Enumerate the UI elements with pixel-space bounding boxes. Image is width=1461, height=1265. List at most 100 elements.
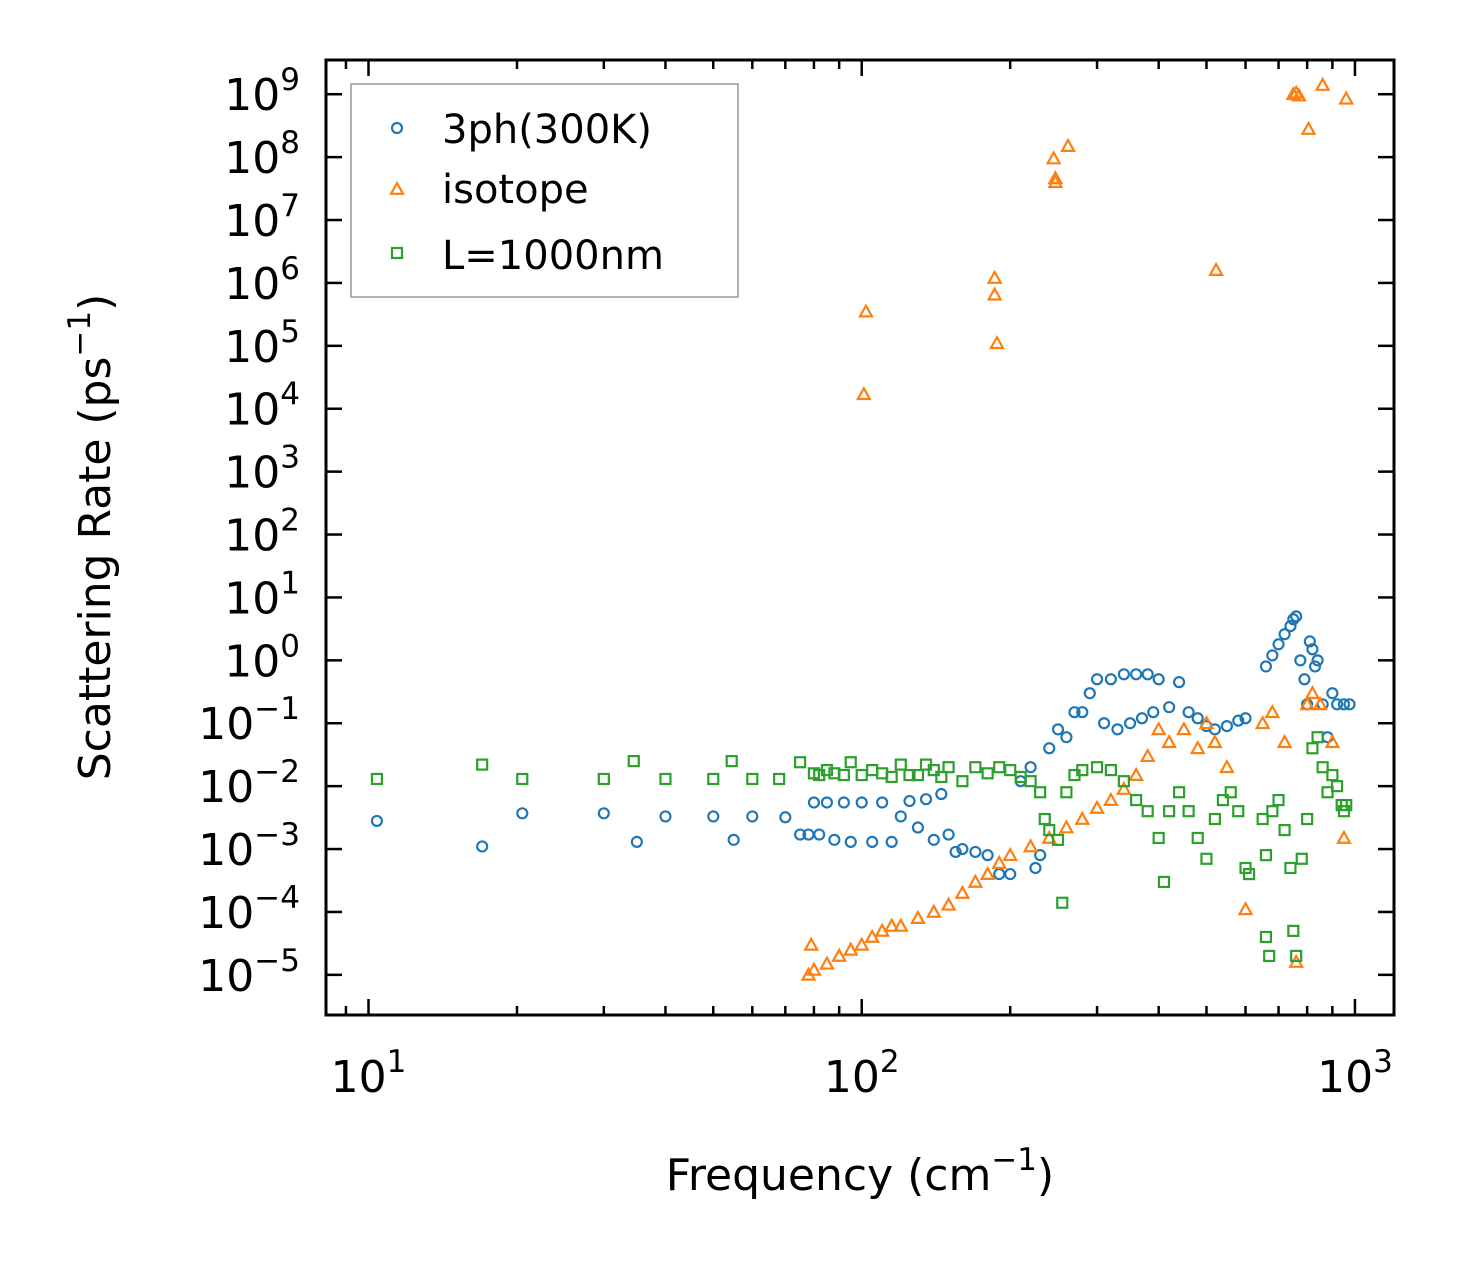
series-1-point-46 [1090, 673, 1104, 686]
series-2-point-50 [989, 334, 1005, 350]
series-1-point-45 [1083, 687, 1096, 700]
series-2-point-59 [1300, 120, 1317, 135]
series-1-point-43 [1068, 706, 1081, 719]
series-1-point-85 [1343, 698, 1356, 711]
series-2-point-14 [940, 896, 957, 911]
series-2-point-17 [979, 865, 996, 880]
series-1-point-8 [727, 833, 740, 846]
series-1-point-58 [1172, 676, 1186, 689]
series-2-point-51 [1045, 150, 1062, 165]
series-2-point-60 [1314, 76, 1331, 91]
series-1-point-5 [630, 835, 643, 848]
series-2-point-3 [806, 961, 822, 976]
series-1-point-24 [903, 794, 916, 808]
series-2-point-12 [910, 909, 926, 924]
series-1-point-9 [746, 810, 759, 823]
series-3-point-36 [1034, 786, 1047, 799]
series-1-point-57 [1163, 701, 1176, 714]
series-3-point-51 [1163, 805, 1176, 818]
series-3-point-8 [725, 755, 738, 768]
series-1-point-83 [1330, 698, 1344, 711]
series-3-point-41 [1060, 786, 1073, 799]
legend-label-l1000nm: L=1000nm [442, 233, 664, 279]
series-1-point-49 [1111, 723, 1124, 736]
series-1-point-26 [919, 793, 933, 806]
series-2-point-35 [1219, 758, 1235, 774]
series-1-point-55 [1147, 706, 1160, 719]
series-2-point-52 [1047, 170, 1064, 185]
series-2-point-10 [883, 917, 900, 932]
series-1-point-66 [1259, 660, 1273, 673]
series-2-point-47 [858, 303, 874, 318]
series-1-point-35 [1004, 867, 1017, 881]
series-2-point-58 [1291, 87, 1307, 102]
series-1-point-16 [828, 833, 841, 846]
series-3-point-69 [1284, 861, 1297, 875]
series-3-point-5 [627, 755, 640, 768]
series-1-point-70 [1284, 620, 1297, 633]
series-2-point-54 [1060, 137, 1076, 152]
series-2-point-25 [1103, 791, 1119, 807]
axis-ticks [326, 60, 1394, 1015]
series-3-point-53 [1182, 805, 1195, 818]
series-2-point-33 [1198, 714, 1215, 730]
data-points [370, 76, 1356, 981]
series-3-point-75 [1311, 731, 1324, 744]
series-2-point-19 [1002, 846, 1019, 862]
series-2-point-30 [1161, 733, 1177, 749]
y-tick-label-1: 101 [224, 565, 300, 624]
series-1-point-33 [981, 849, 994, 862]
series-3-point-54 [1191, 831, 1204, 845]
series-3-point-49 [1152, 831, 1165, 845]
series-2-point-38 [1264, 703, 1281, 719]
series-2-point-57 [1288, 84, 1305, 99]
series-1-point-60 [1191, 712, 1204, 725]
series-2-point-32 [1189, 740, 1206, 755]
series-1-point-14 [813, 828, 826, 841]
legend-label-3ph: 3ph(300K) [442, 107, 652, 153]
series-1-point-78 [1308, 660, 1322, 673]
series-1-point-72 [1290, 610, 1303, 623]
series-1-point-69 [1278, 628, 1291, 641]
series-1-point-59 [1182, 706, 1195, 719]
series-3-point-27 [935, 770, 948, 784]
series-2-point-43 [1312, 696, 1329, 711]
y-tick-label-0: 100 [224, 628, 300, 687]
series-3-point-47 [1130, 794, 1143, 807]
series-3-point-82 [1340, 798, 1353, 812]
y-tick-label-4: 104 [224, 377, 300, 436]
y-tick-label-5: 105 [224, 314, 300, 373]
series-1-point-77 [1306, 643, 1319, 656]
series-3-point-26 [927, 763, 940, 777]
y-tick-label-6: 106 [224, 251, 300, 310]
series-3-point-4 [597, 772, 610, 786]
series-1-point-7 [707, 810, 720, 823]
series-1-point-39 [1034, 849, 1047, 862]
series-1-point-84 [1337, 698, 1351, 711]
series-3-point-31 [981, 767, 994, 780]
series-3-point-30 [969, 761, 982, 774]
series-1-point-73 [1294, 654, 1307, 667]
series-3-point-29 [956, 775, 969, 788]
series-1-point-27 [927, 833, 940, 846]
series-1-point-64 [1232, 714, 1245, 727]
series-3 [370, 731, 1353, 963]
series-3-point-57 [1216, 794, 1230, 807]
series-3-point-44 [1090, 761, 1104, 774]
series-1-point-31 [956, 842, 969, 856]
series-2-point-20 [1022, 838, 1039, 853]
series-3-point-40 [1056, 896, 1069, 909]
series-1-point-20 [866, 835, 879, 848]
series-1-point-21 [876, 796, 889, 809]
series-1-point-11 [794, 828, 807, 841]
series-1-point-56 [1152, 673, 1165, 686]
series-2-point-28 [1139, 747, 1156, 763]
series-2-point-55 [1208, 261, 1224, 276]
series-1-point-71 [1287, 613, 1300, 626]
series-2-point-42 [1304, 684, 1321, 700]
series-3-point-10 [773, 772, 786, 786]
series-3-point-61 [1242, 867, 1256, 881]
series-3-point-66 [1266, 805, 1279, 818]
series-3-point-33 [1004, 763, 1017, 777]
series-3-point-11 [794, 756, 807, 769]
